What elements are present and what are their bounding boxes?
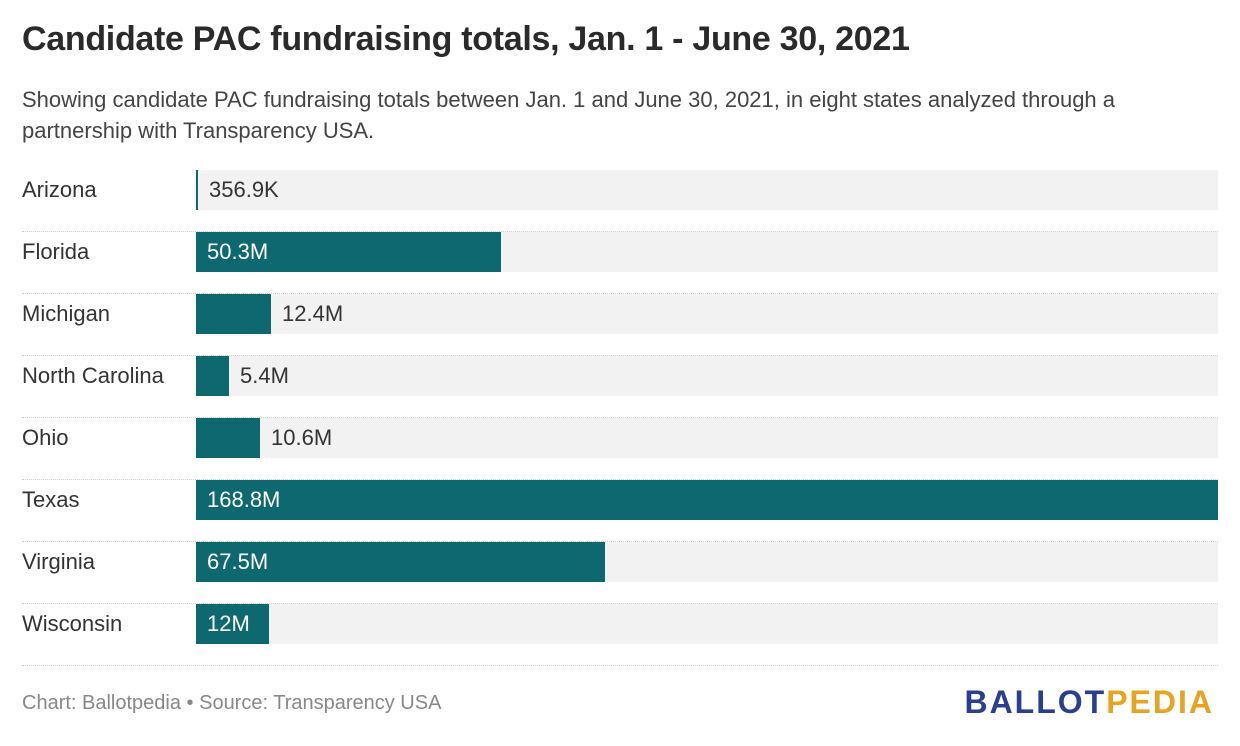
category-label: Michigan bbox=[22, 301, 111, 326]
bar-row: Ohio 10.6M bbox=[0, 418, 1240, 480]
value-label: 10.6M bbox=[271, 425, 333, 450]
category-label: Florida bbox=[22, 239, 90, 264]
bar-track: 67.5M bbox=[196, 542, 1218, 582]
bar bbox=[196, 356, 229, 396]
category-label: North Carolina bbox=[22, 363, 164, 388]
row-divider bbox=[22, 541, 1218, 542]
chart-title: Candidate PAC fundraising totals, Jan. 1… bbox=[22, 20, 910, 58]
bar-chart: Arizona 356.9K Florida 50.3M Michigan 12.4M No… bbox=[0, 170, 1240, 666]
bar bbox=[196, 480, 1218, 520]
category-label: Virginia bbox=[22, 549, 95, 574]
bar bbox=[196, 604, 269, 644]
bar-track: 12.4M bbox=[196, 294, 1218, 334]
value-label: 12.4M bbox=[282, 301, 344, 326]
row-divider bbox=[22, 479, 1218, 480]
bar-track: 50.3M bbox=[196, 232, 1218, 272]
ballotpedia-logo: BALLOTPEDIA bbox=[964, 684, 1214, 721]
bar-track: 356.9K bbox=[196, 170, 1218, 210]
value-label: 12M bbox=[207, 611, 250, 636]
bar-row: Texas 168.8M bbox=[0, 480, 1240, 542]
bar-row: Michigan 12.4M bbox=[0, 294, 1240, 356]
logo-text-ballot: BALLOT bbox=[964, 684, 1107, 720]
bar bbox=[196, 294, 271, 334]
bar bbox=[196, 170, 198, 210]
row-divider bbox=[22, 355, 1218, 356]
value-label: 50.3M bbox=[207, 239, 269, 264]
category-label: Wisconsin bbox=[22, 611, 123, 636]
value-label: 356.9K bbox=[209, 177, 279, 202]
value-label: 67.5M bbox=[207, 549, 269, 574]
chart-subtitle: Showing candidate PAC fundraising totals… bbox=[22, 87, 1116, 143]
bar bbox=[196, 418, 260, 458]
chart-credit: Chart: Ballotpedia • Source: Transparenc… bbox=[22, 692, 442, 714]
bar bbox=[196, 542, 605, 582]
bar-track: 12M bbox=[196, 604, 1218, 644]
bar bbox=[196, 232, 501, 272]
value-label: 168.8M bbox=[207, 487, 281, 512]
row-divider bbox=[22, 293, 1218, 294]
row-divider bbox=[22, 603, 1218, 604]
bar-row: Florida 50.3M bbox=[0, 232, 1240, 294]
category-label: Arizona bbox=[22, 177, 97, 202]
bar-row: Virginia 67.5M bbox=[0, 542, 1240, 604]
row-divider bbox=[22, 417, 1218, 418]
bar-track: 10.6M bbox=[196, 418, 1218, 458]
bar-track: 5.4M bbox=[196, 356, 1218, 396]
row-divider bbox=[22, 665, 1218, 666]
bar-row: Wisconsin 12M bbox=[0, 604, 1240, 666]
bar-track: 168.8M bbox=[196, 480, 1218, 520]
bar-row: North Carolina 5.4M bbox=[0, 356, 1240, 418]
row-divider bbox=[22, 231, 1218, 232]
value-label: 5.4M bbox=[240, 363, 289, 388]
category-label: Ohio bbox=[22, 425, 69, 450]
logo-text-pedia: PEDIA bbox=[1106, 684, 1214, 720]
bar-row: Arizona 356.9K bbox=[0, 170, 1240, 232]
category-label: Texas bbox=[22, 487, 80, 512]
